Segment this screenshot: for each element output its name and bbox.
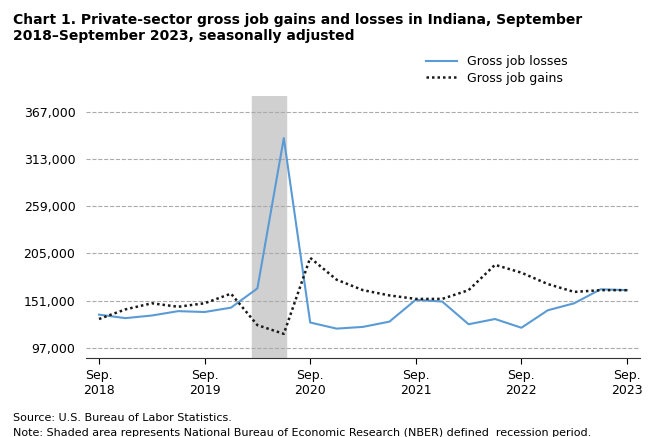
- Legend: Gross job losses, Gross job gains: Gross job losses, Gross job gains: [426, 55, 568, 85]
- Text: Note: Shaded area represents National Bureau of Economic Research (NBER) defined: Note: Shaded area represents National Bu…: [13, 428, 591, 437]
- Bar: [252, 96, 286, 358]
- Text: Source: U.S. Bureau of Labor Statistics.: Source: U.S. Bureau of Labor Statistics.: [13, 413, 232, 423]
- Text: Chart 1. Private-sector gross job gains and losses in Indiana, September
2018–Se: Chart 1. Private-sector gross job gains …: [13, 13, 583, 43]
